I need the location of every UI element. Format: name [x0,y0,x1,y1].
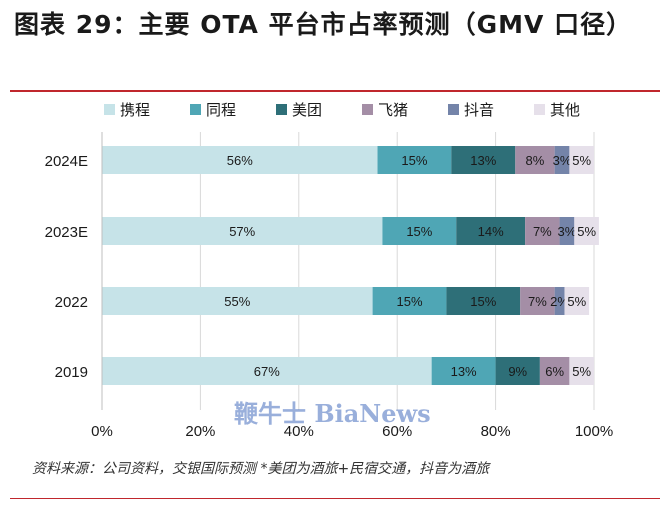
x-tick-label: 20% [185,423,215,440]
title-divider [10,90,660,92]
bar-segment [554,287,565,315]
bar-segment [377,146,452,174]
x-tick-label: 60% [382,423,412,440]
category-label: 2019 [55,364,88,381]
bar-segment [569,357,594,385]
data-label: 5% [572,153,591,168]
bar-segment [372,287,447,315]
data-label: 13% [470,153,496,168]
data-label: 6% [545,364,564,379]
bar-segment [102,287,373,315]
bar-segment [495,357,540,385]
x-tick-label: 80% [481,423,511,440]
legend-label: 其他 [550,101,580,119]
data-label: 15% [401,153,427,168]
category-label: 2022 [55,294,88,311]
legend-label: 同程 [206,101,236,119]
x-tick-label: 100% [575,423,613,440]
data-label: 8% [526,153,545,168]
category-label: 2023E [45,224,88,241]
data-label: 55% [224,294,250,309]
data-label: 5% [567,294,586,309]
bar-segment [515,146,555,174]
data-label: 67% [254,364,280,379]
legend-swatch [276,104,287,115]
data-label: 13% [451,364,477,379]
bar-segment [102,146,378,174]
bar-segment [520,287,555,315]
axis-layer: 2024E 2023E 2022 2019 0% 20% 40% 60% 80% 100% [45,132,613,440]
stacked-bar-chart: 56% 15% 13% 8% 3% 5%57% 15% 14% 7% 3% 5%55% 15% 15% 7… [45,101,614,440]
bar-segment [446,287,521,315]
bar-segment [574,217,599,245]
bar-segment [554,146,570,174]
x-tick-label: 40% [284,423,314,440]
bar-segment [451,146,516,174]
legend-layer: 携程 同程 美团 飞猪 抖音 其他 [104,101,580,119]
data-label: 15% [406,224,432,239]
bar-segment [456,217,526,245]
x-tick-label: 0% [91,423,113,440]
data-label: 5% [577,224,596,239]
legend-label: 美团 [292,101,322,119]
data-label: 9% [508,364,527,379]
watermark: 鞭牛士 BiaNews [234,399,431,428]
legend-swatch [534,104,545,115]
legend-swatch [448,104,459,115]
data-label: 5% [572,364,591,379]
data-label: 15% [396,294,422,309]
category-label: 2024E [45,153,88,170]
legend-label: 携程 [120,101,150,119]
legend-label: 飞猪 [378,101,408,119]
data-label: 7% [533,224,552,239]
legend-label: 抖音 [464,101,494,119]
bar-segment [564,287,590,315]
footnote-source: 资料来源：公司资料，交银国际预测 *美团为酒旅+民宿交通，抖音为酒旅 [32,461,490,477]
bar-segment [382,217,457,245]
footnote-divider [10,498,660,499]
data-label: 7% [528,294,547,309]
bar-segment [102,217,383,245]
data-label: 3% [553,153,572,168]
legend-swatch [104,104,115,115]
bar-segment [525,217,560,245]
bar-segment [559,217,575,245]
data-label: 14% [478,224,504,239]
bar-segment [539,357,570,385]
data-label: 56% [227,153,253,168]
chart-title: 图表 29：主要 OTA 平台市占率预测（GMV 口径） [14,10,633,39]
bars-layer: 56% 15% 13% 8% 3% 5%57% 15% 14% 7% 3% 5%55% 15% 15% 7… [102,146,599,385]
bar-segment [569,146,594,174]
legend-swatch [190,104,201,115]
data-label: 57% [229,224,255,239]
legend-swatch [362,104,373,115]
data-label: 3% [558,224,577,239]
bar-segment [102,357,432,385]
bar-segment [431,357,496,385]
data-label: 15% [470,294,496,309]
